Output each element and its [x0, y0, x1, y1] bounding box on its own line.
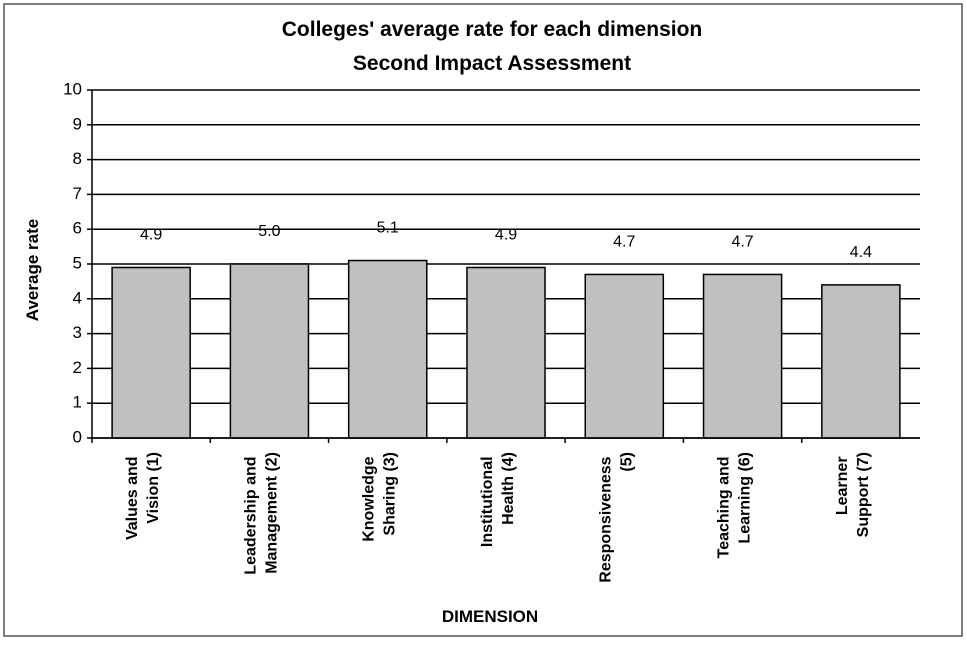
- value-label: 4.7: [731, 233, 753, 250]
- chart-subtitle: Second Impact Assessment: [353, 52, 631, 75]
- chart-title: Colleges' average rate for each dimensio…: [282, 18, 702, 41]
- bar: [229, 263, 310, 439]
- y-tick-label: 9: [73, 114, 82, 133]
- value-label: 5.0: [258, 223, 280, 240]
- bar: [821, 284, 901, 439]
- y-tick-label: 4: [73, 288, 82, 307]
- value-label: 4.4: [850, 244, 872, 261]
- y-tick-label: 2: [73, 358, 82, 377]
- x-tick-label: Values and Vision (1): [124, 452, 162, 540]
- y-tick-label: 7: [73, 184, 82, 203]
- bar: [347, 259, 428, 439]
- y-tick-label: 5: [73, 253, 82, 272]
- y-axis-label: Average rate: [23, 219, 42, 321]
- value-label: 4.9: [495, 226, 517, 243]
- value-label: 4.9: [140, 226, 162, 243]
- x-tick-label: Teaching and Learning (6): [716, 452, 754, 558]
- bar: [702, 273, 783, 439]
- y-tick-label: 0: [73, 427, 82, 446]
- x-tick-label: Responsiveness (5): [597, 452, 635, 583]
- bar: [466, 266, 546, 439]
- y-tick-label: 6: [73, 219, 82, 238]
- y-tick-label: 3: [73, 323, 82, 342]
- y-tick-label: 10: [63, 79, 82, 98]
- x-tick-label: Leadership and Management (2): [242, 452, 280, 575]
- bar: [584, 273, 665, 439]
- x-tick-label: Institutional Health (4): [479, 452, 517, 547]
- value-label: 4.7: [613, 233, 635, 250]
- y-tick-label: 8: [73, 149, 82, 168]
- x-axis-label: DIMENSION: [442, 607, 538, 626]
- x-tick-label: Learner Support (7): [834, 452, 872, 537]
- y-tick-label: 1: [73, 393, 82, 412]
- value-label: 5.1: [377, 220, 399, 237]
- bar: [111, 266, 191, 439]
- x-tick-label: Knowledge Sharing (3): [361, 452, 399, 542]
